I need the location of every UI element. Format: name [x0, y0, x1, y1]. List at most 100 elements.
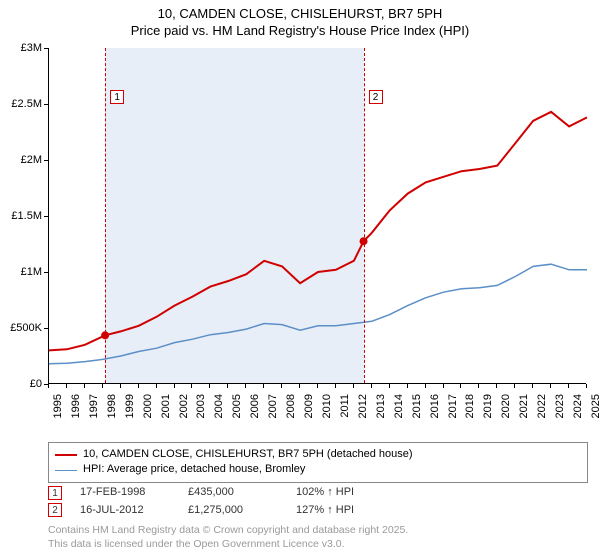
y-label: £1.5M — [11, 210, 42, 222]
marker-badge-1: 1 — [110, 90, 124, 104]
x-label: 2020 — [500, 394, 512, 418]
x-tick — [460, 384, 461, 388]
legend-box: 10, CAMDEN CLOSE, CHISLEHURST, BR7 5PH (… — [48, 442, 588, 483]
sale-hpi-2: 127% ↑ HPI — [296, 502, 354, 520]
x-tick — [478, 384, 479, 388]
legend-swatch-1 — [55, 454, 77, 456]
x-label: 2022 — [536, 394, 548, 418]
y-label: £2.5M — [11, 98, 42, 110]
x-label: 2008 — [285, 394, 297, 418]
x-label: 2003 — [195, 394, 207, 418]
x-tick — [586, 384, 587, 388]
y-tick — [44, 160, 48, 161]
title-block: 10, CAMDEN CLOSE, CHISLEHURST, BR7 5PH P… — [0, 0, 600, 40]
title-line1: 10, CAMDEN CLOSE, CHISLEHURST, BR7 5PH — [0, 6, 600, 23]
x-tick — [407, 384, 408, 388]
chart-container: 10, CAMDEN CLOSE, CHISLEHURST, BR7 5PH P… — [0, 0, 600, 560]
x-label: 2014 — [393, 394, 405, 418]
x-tick — [532, 384, 533, 388]
sale-hpi-1: 102% ↑ HPI — [296, 484, 354, 502]
legend-label-2: HPI: Average price, detached house, Brom… — [83, 462, 305, 477]
y-axis-labels: £0£500K£1M£1.5M£2M£2.5M£3M — [0, 48, 44, 384]
x-label: 2019 — [482, 394, 494, 418]
x-label: 2000 — [142, 394, 154, 418]
y-tick — [44, 272, 48, 273]
x-tick — [48, 384, 49, 388]
sale-price-1: £435,000 — [188, 484, 278, 502]
plot-area — [48, 48, 586, 384]
legend-swatch-2 — [55, 470, 77, 471]
x-label: 2017 — [447, 394, 459, 418]
sale-price-2: £1,275,000 — [188, 502, 278, 520]
x-tick — [281, 384, 282, 388]
x-tick — [66, 384, 67, 388]
x-label: 2006 — [249, 394, 261, 418]
x-tick — [245, 384, 246, 388]
y-label: £2M — [21, 154, 42, 166]
x-label: 2005 — [231, 394, 243, 418]
x-tick — [425, 384, 426, 388]
x-label: 2004 — [213, 394, 225, 418]
marker-line-1 — [105, 48, 106, 383]
x-label: 1996 — [70, 394, 82, 418]
x-tick — [84, 384, 85, 388]
credits: Contains HM Land Registry data © Crown c… — [48, 524, 408, 551]
sales-row-1: 1 17-FEB-1998 £435,000 102% ↑ HPI — [48, 484, 354, 502]
title-line2: Price paid vs. HM Land Registry's House … — [0, 23, 600, 40]
sales-row-2: 2 16-JUL-2012 £1,275,000 127% ↑ HPI — [48, 502, 354, 520]
x-label: 1998 — [106, 394, 118, 418]
x-label: 1999 — [124, 394, 136, 418]
x-label: 2009 — [303, 394, 315, 418]
x-tick — [209, 384, 210, 388]
x-label: 2011 — [339, 394, 351, 418]
x-tick — [317, 384, 318, 388]
x-label: 2018 — [464, 394, 476, 418]
sales-table: 1 17-FEB-1998 £435,000 102% ↑ HPI 2 16-J… — [48, 484, 354, 519]
sale-date-1: 17-FEB-1998 — [80, 484, 170, 502]
y-tick — [44, 104, 48, 105]
x-tick — [156, 384, 157, 388]
y-tick — [44, 328, 48, 329]
sale-badge-2: 2 — [48, 503, 62, 517]
x-label: 2007 — [267, 394, 279, 418]
sale-badge-1: 1 — [48, 486, 62, 500]
y-label: £3M — [21, 42, 42, 54]
x-label: 2024 — [572, 394, 584, 418]
x-label: 2013 — [375, 394, 387, 418]
line-series-svg — [49, 48, 587, 384]
sale-date-2: 16-JUL-2012 — [80, 502, 170, 520]
x-tick — [174, 384, 175, 388]
x-tick — [263, 384, 264, 388]
x-tick — [138, 384, 139, 388]
credits-line1: Contains HM Land Registry data © Crown c… — [48, 524, 408, 538]
x-label: 2010 — [321, 394, 333, 418]
x-axis-labels: 1995199619971998199920002001200220032004… — [48, 388, 586, 444]
marker-line-2 — [364, 48, 365, 383]
x-tick — [227, 384, 228, 388]
x-tick — [389, 384, 390, 388]
x-tick — [514, 384, 515, 388]
x-label: 2021 — [518, 394, 530, 418]
legend-label-1: 10, CAMDEN CLOSE, CHISLEHURST, BR7 5PH (… — [83, 447, 413, 462]
x-label: 2025 — [590, 394, 600, 418]
x-label: 1995 — [52, 394, 64, 418]
x-tick — [371, 384, 372, 388]
x-tick — [299, 384, 300, 388]
x-label: 2002 — [178, 394, 190, 418]
series-line — [49, 264, 587, 364]
x-tick — [335, 384, 336, 388]
x-label: 2012 — [357, 394, 369, 418]
series-line — [49, 112, 587, 351]
y-tick — [44, 216, 48, 217]
x-tick — [496, 384, 497, 388]
x-tick — [550, 384, 551, 388]
x-tick — [120, 384, 121, 388]
marker-badge-2: 2 — [369, 90, 383, 104]
y-tick — [44, 48, 48, 49]
credits-line2: This data is licensed under the Open Gov… — [48, 538, 408, 552]
x-tick — [443, 384, 444, 388]
x-label: 2016 — [429, 394, 441, 418]
x-tick — [102, 384, 103, 388]
x-tick — [191, 384, 192, 388]
legend-row-series1: 10, CAMDEN CLOSE, CHISLEHURST, BR7 5PH (… — [55, 447, 581, 462]
